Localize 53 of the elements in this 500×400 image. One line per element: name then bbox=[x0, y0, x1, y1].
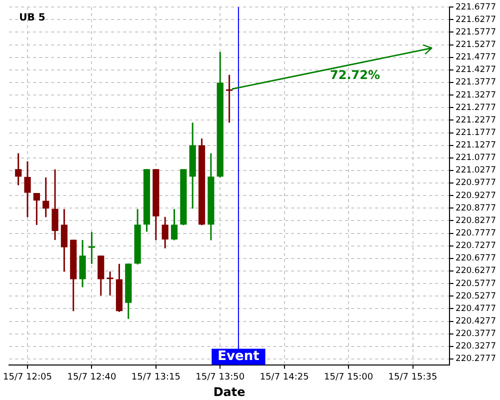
y-tick-label: 221.3277 bbox=[455, 90, 496, 100]
y-tick-label: 220.9277 bbox=[455, 190, 496, 201]
candlestick bbox=[225, 74, 234, 124]
y-tick-label: 221.5277 bbox=[455, 40, 496, 50]
candlestick bbox=[60, 208, 68, 272]
y-tick-label: 221.1277 bbox=[455, 140, 496, 151]
candlestick bbox=[162, 216, 168, 250]
y-tick-label: 220.8777 bbox=[455, 203, 496, 214]
x-tick-label: 15/7 15:35 bbox=[388, 372, 438, 383]
candlestick bbox=[15, 152, 22, 186]
y-tick-label: 220.5277 bbox=[455, 291, 496, 302]
candlestick bbox=[24, 160, 31, 218]
x-tick-label: 15/7 15:00 bbox=[324, 372, 374, 383]
y-tick-label: 220.8277 bbox=[455, 216, 496, 226]
y-tick-label: 220.6277 bbox=[455, 266, 496, 276]
y-tick-label: 221.4777 bbox=[455, 52, 496, 63]
y-tick-label: 220.5777 bbox=[455, 278, 496, 289]
y-tick-label: 221.6277 bbox=[455, 14, 496, 25]
y-tick-label: 221.2777 bbox=[455, 102, 496, 113]
x-tick-label: 15/7 13:15 bbox=[131, 372, 180, 383]
y-tick-label: 221.2277 bbox=[455, 115, 496, 126]
x-tick-label: 15/7 12:40 bbox=[67, 372, 116, 383]
x-axis-title: Date bbox=[213, 384, 246, 399]
y-tick-label: 220.3777 bbox=[455, 329, 496, 340]
y-tick-label: 220.4777 bbox=[455, 304, 496, 314]
y-tick-label: 220.6777 bbox=[455, 254, 496, 264]
y-tick-label: 220.7777 bbox=[455, 228, 496, 239]
y-tick-label: 221.5777 bbox=[455, 27, 496, 38]
candlestick bbox=[106, 270, 114, 296]
candlestick bbox=[170, 208, 178, 242]
candlestick bbox=[42, 176, 50, 218]
y-tick-label: 221.3777 bbox=[455, 78, 496, 88]
y-tick-label: 220.4277 bbox=[455, 316, 496, 326]
candlestick bbox=[88, 231, 96, 265]
y-tick-label: 221.0277 bbox=[455, 166, 496, 176]
candlestick bbox=[79, 239, 86, 288]
y-tick-label: 221.4277 bbox=[455, 65, 496, 76]
y-tick-label: 220.7277 bbox=[455, 241, 496, 252]
x-tick-label: 15/7 12:05 bbox=[2, 372, 52, 383]
y-tick-label: 220.3277 bbox=[455, 342, 496, 352]
y-tick-label: 221.6777 bbox=[455, 2, 496, 12]
y-tick-label: 221.1777 bbox=[455, 128, 496, 138]
candlestick bbox=[52, 168, 58, 241]
y-tick-label: 220.9777 bbox=[455, 178, 496, 188]
candlestick bbox=[33, 192, 40, 226]
x-tick-label: 15/7 14:25 bbox=[260, 372, 309, 383]
annotation: 72.72% bbox=[330, 68, 380, 82]
y-tick-label: 221.0777 bbox=[455, 153, 496, 164]
y-tick-label: 220.2777 bbox=[455, 354, 496, 364]
ref-line-label: Event bbox=[218, 349, 260, 364]
text: UB 5 bbox=[19, 12, 46, 24]
x-tick-label: 15/7 13:50 bbox=[196, 372, 245, 383]
candlestick bbox=[98, 254, 104, 296]
